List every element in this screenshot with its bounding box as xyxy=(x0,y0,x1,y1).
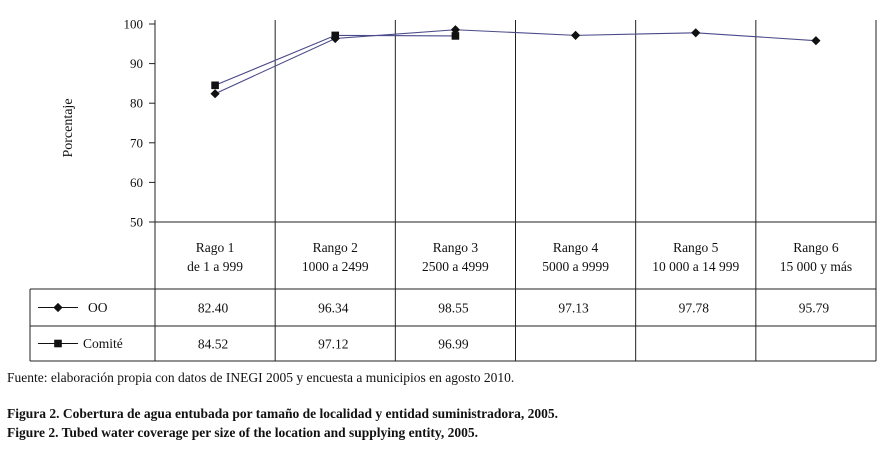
data-value-oo: 95.79 xyxy=(799,301,830,316)
data-value-oo: 97.78 xyxy=(679,301,710,316)
data-point-comite xyxy=(211,81,219,90)
category-label: Rango 5 xyxy=(673,240,719,255)
data-point-oo xyxy=(811,36,821,46)
source-note: Fuente: elaboración propia con datos de … xyxy=(7,370,515,385)
category-range-label: 5000 a 9999 xyxy=(542,259,609,274)
category-range-label: 10 000 a 14 999 xyxy=(652,259,739,274)
category-range-label: 2500 a 4999 xyxy=(422,259,489,274)
y-tick-label: 60 xyxy=(130,175,143,190)
legend-marker-oo xyxy=(53,302,63,313)
category-range-label: 15 000 y más xyxy=(780,259,852,274)
category-label: Rago 1 xyxy=(196,240,235,255)
legend-label-oo: OO xyxy=(88,300,108,315)
chart: 50 60 70 80 90 100 Porcentaje Rago 1 de 1 a 999 R… xyxy=(29,17,877,362)
data-value-comite: 97.12 xyxy=(318,337,348,352)
figure-caption-en: Figure 2. Tubed water coverage per size … xyxy=(7,425,479,440)
data-value-comite: 96.99 xyxy=(438,337,469,352)
data-point-oo xyxy=(691,28,701,38)
data-value-oo: 97.13 xyxy=(558,301,589,316)
data-point-oo xyxy=(450,25,461,35)
data-value-oo: 82.40 xyxy=(198,301,229,316)
data-point-oo xyxy=(570,30,581,40)
category-label: Rango 6 xyxy=(793,240,839,255)
data-value-oo: 96.34 xyxy=(318,301,349,316)
legend-marker-comite xyxy=(54,339,62,348)
figure-caption-es: Figura 2. Cobertura de agua entubada por… xyxy=(7,406,559,421)
data-point-comite xyxy=(331,31,340,40)
legend-label-comite: Comité xyxy=(83,336,123,351)
category-range-label: de 1 a 999 xyxy=(187,259,243,274)
y-axis-label: Porcentaje xyxy=(61,98,76,157)
series-line-oo xyxy=(214,29,816,95)
category-label: Rango 4 xyxy=(553,240,599,255)
y-tick-label: 80 xyxy=(130,96,143,111)
y-tick-label: 90 xyxy=(130,56,143,71)
data-point-comite xyxy=(451,32,460,40)
data-point-oo xyxy=(210,89,220,99)
category-label: Rango 2 xyxy=(313,240,358,255)
y-tick-label: 50 xyxy=(130,215,143,230)
y-tick-label: 100 xyxy=(124,17,144,32)
y-tick-label: 70 xyxy=(130,135,143,150)
data-value-oo: 98.55 xyxy=(438,301,469,316)
category-label: Rango 3 xyxy=(433,240,479,255)
data-value-comite: 84.52 xyxy=(198,337,228,352)
category-range-label: 1000 a 2499 xyxy=(302,259,369,274)
